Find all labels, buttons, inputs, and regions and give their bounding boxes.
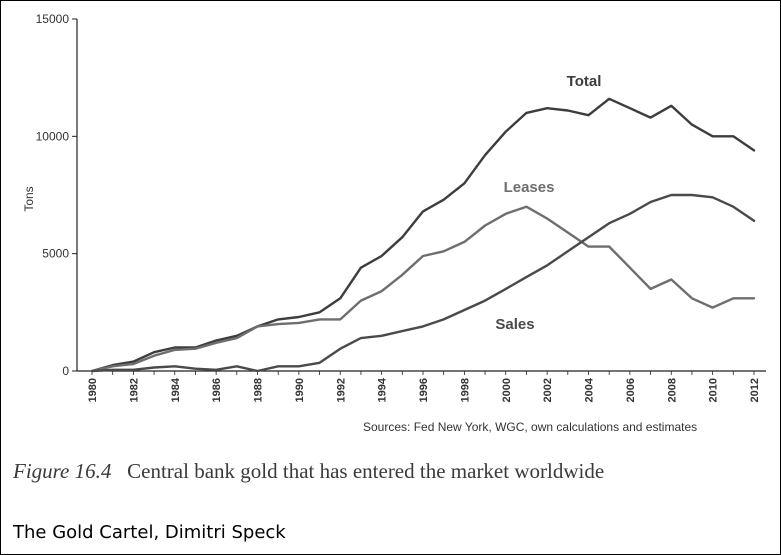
book-credit: The Gold Cartel, Dimitri Speck bbox=[13, 522, 286, 543]
x-tick-label: 1984 bbox=[170, 377, 182, 402]
x-tick-label: 1994 bbox=[377, 377, 389, 402]
x-tick-label: 1988 bbox=[253, 378, 265, 402]
x-tick-label: 2008 bbox=[666, 378, 678, 402]
series-label-leases: Leases bbox=[504, 179, 555, 196]
source-note: Sources: Fed New York, WGC, own calculat… bbox=[363, 420, 698, 434]
series-line-sales bbox=[90, 193, 756, 373]
y-tick-label: 5000 bbox=[42, 247, 69, 261]
y-axis-title: Tons bbox=[22, 186, 36, 211]
x-tick-label: 2006 bbox=[625, 378, 637, 402]
y-tick-label: 10000 bbox=[36, 129, 70, 143]
series-label-sales: Sales bbox=[495, 316, 534, 333]
x-tick-label: 1982 bbox=[128, 378, 140, 402]
x-tick-label: 2000 bbox=[501, 378, 513, 402]
x-tick-label: 2012 bbox=[749, 378, 761, 402]
x-tick-label: 2002 bbox=[542, 378, 554, 402]
y-tick-label: 0 bbox=[62, 364, 69, 378]
x-tick-label: 2010 bbox=[708, 378, 720, 402]
series-label-total: Total bbox=[567, 73, 602, 90]
x-tick-label: 2004 bbox=[584, 377, 596, 402]
series-line-leases bbox=[90, 205, 756, 373]
series-line-total bbox=[90, 97, 756, 373]
x-tick-label: 1992 bbox=[335, 378, 347, 402]
x-tick-label: 1980 bbox=[87, 378, 99, 402]
x-tick-label: 1990 bbox=[294, 378, 306, 402]
figure-caption: Figure 16.4 Central bank gold that has e… bbox=[13, 459, 604, 484]
x-tick-label: 1986 bbox=[211, 378, 223, 402]
x-tick-label: 1998 bbox=[459, 378, 471, 402]
figure-label: Figure 16.4 bbox=[13, 459, 112, 483]
caption-text: Central bank gold that has entered the m… bbox=[127, 459, 605, 483]
x-tick-label: 1996 bbox=[418, 378, 430, 402]
y-tick-label: 15000 bbox=[36, 12, 70, 26]
